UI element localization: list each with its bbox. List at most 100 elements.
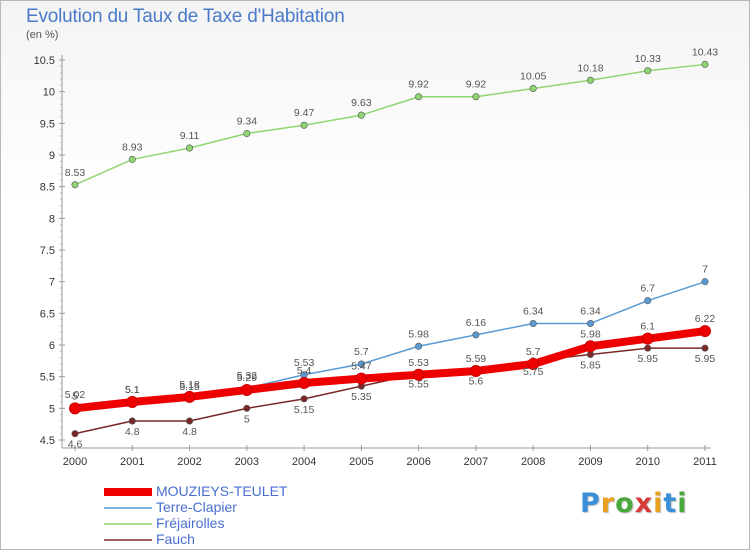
data-label-0: 5.53	[408, 357, 429, 369]
data-label-3: 5.95	[638, 353, 659, 365]
y-tick-label: 10.5	[34, 55, 55, 67]
series-point-2	[529, 85, 537, 93]
chart-axes: 4.5 5 5.5 6 6.5 7 7.5 8 8.5 9 9.5 10 10.5 2000 2001 200…	[34, 55, 717, 468]
series-point-0	[527, 358, 540, 370]
data-label-1: 5.32	[237, 370, 258, 382]
legend-label-fauch: Fauch	[156, 531, 195, 547]
data-label-0: 5.47	[351, 361, 372, 373]
x-tick-label: 2002	[177, 456, 201, 468]
series-point-1	[415, 342, 423, 350]
series-point-1	[586, 319, 594, 327]
series-point-2	[186, 144, 194, 152]
series-point-0	[355, 372, 368, 385]
series-point-2	[586, 76, 594, 84]
y-tick-label: 8	[49, 213, 55, 225]
series-line-0	[71, 327, 709, 413]
data-label-3: 5.95	[695, 353, 716, 365]
data-label-0: 5.7	[526, 346, 541, 358]
series-point-3	[186, 417, 194, 425]
data-label-0: 5.1	[125, 384, 140, 396]
series-point-0	[298, 377, 311, 389]
data-label-2: 10.18	[577, 62, 603, 74]
series-point-2	[300, 121, 308, 129]
chart-title: Evolution du Taux de Taxe d'Habitation	[26, 6, 345, 27]
series-point-1	[357, 360, 365, 368]
data-label-3: 4.6	[68, 439, 83, 451]
data-label-3: 4.8	[182, 426, 197, 438]
legend-swatch-terre-clapier	[104, 507, 152, 509]
y-tick-label: 6.5	[40, 308, 55, 320]
y-tick-label: 6	[49, 340, 55, 352]
series-point-2	[472, 93, 480, 101]
x-tick-label: 2008	[521, 456, 545, 468]
series-point-0	[584, 340, 597, 353]
data-label-1: 7	[702, 264, 708, 276]
series-point-3	[243, 404, 251, 412]
data-label-2: 10.05	[520, 71, 546, 83]
series-point-2	[701, 60, 709, 68]
legend-label-terre-clapier: Terre-Clapier	[156, 499, 237, 515]
series-point-3	[644, 344, 652, 352]
series-line-2	[74, 63, 706, 186]
x-tick-label: 2005	[349, 456, 373, 468]
series-point-1	[644, 297, 652, 305]
data-label-1: 6.34	[523, 305, 544, 317]
y-tick-label: 9.5	[40, 118, 55, 130]
data-label-3: 4.8	[125, 426, 140, 438]
x-tick-label: 2007	[464, 456, 488, 468]
data-label-1: 5.02	[65, 389, 86, 401]
series-point-3	[128, 417, 136, 425]
data-label-1: 6.16	[466, 317, 487, 329]
data-label-3: 5.15	[294, 404, 315, 416]
data-label-0: 5.98	[580, 328, 601, 340]
x-tick-label: 2011	[693, 456, 717, 468]
chart-data-labels: 8.53 8.93 9.11 9.34 9.47 9.63 9.92 9.92 10.05 10.…	[65, 46, 719, 450]
y-tick-label: 9	[49, 150, 55, 162]
data-label-3: 5.75	[523, 366, 544, 378]
logo-letter: o	[615, 488, 635, 519]
data-label-0: 6.1	[640, 321, 655, 333]
data-label-2: 9.63	[351, 97, 372, 109]
y-tick-label: 7	[49, 277, 55, 289]
series-point-3	[701, 344, 709, 352]
series-point-2	[644, 67, 652, 75]
data-label-1: 6.34	[580, 305, 601, 317]
logo-letter: i	[653, 488, 664, 519]
legend-label-frejairolles: Fréjairolles	[156, 515, 225, 531]
series-point-2	[71, 181, 79, 189]
x-tick-label: 2001	[120, 456, 144, 468]
chart-series	[69, 60, 711, 438]
series-point-0	[641, 332, 654, 345]
data-label-2: 8.93	[122, 141, 143, 153]
y-tick-label: 4.5	[40, 435, 55, 447]
data-label-3: 5.85	[580, 360, 601, 372]
data-label-0: 5.4	[297, 365, 312, 377]
legend-swatch-mouzieys-teulet	[104, 488, 152, 496]
series-point-0	[240, 383, 253, 396]
series-point-3	[300, 395, 308, 403]
logo-letter: i	[677, 488, 688, 519]
logo-letter: r	[600, 488, 616, 519]
data-label-3: 5.55	[408, 379, 429, 391]
data-label-2: 10.33	[635, 53, 661, 65]
series-point-0	[469, 364, 482, 377]
legend-label-mouzieys-teulet: MOUZIEYS-TEULET	[156, 483, 288, 499]
data-label-1: 5.1	[125, 384, 140, 396]
series-point-2	[243, 129, 251, 137]
data-label-2: 9.47	[294, 107, 315, 119]
data-label-1: 5.15	[179, 381, 200, 393]
data-label-2: 9.34	[237, 115, 258, 127]
data-label-2: 9.92	[408, 79, 429, 91]
y-tick-label: 7.5	[40, 245, 55, 257]
x-tick-label: 2000	[63, 456, 87, 468]
proxiti-logo: Proxiti	[580, 488, 688, 519]
data-label-2: 9.11	[180, 130, 200, 142]
data-label-1: 6.7	[640, 283, 655, 295]
logo-letter: t	[663, 488, 678, 519]
chart-subtitle: (en %)	[26, 29, 59, 41]
x-tick-label: 2010	[635, 456, 659, 468]
data-label-3: 5.6	[469, 375, 484, 387]
series-point-0	[183, 390, 196, 403]
data-label-2: 9.92	[466, 79, 487, 91]
